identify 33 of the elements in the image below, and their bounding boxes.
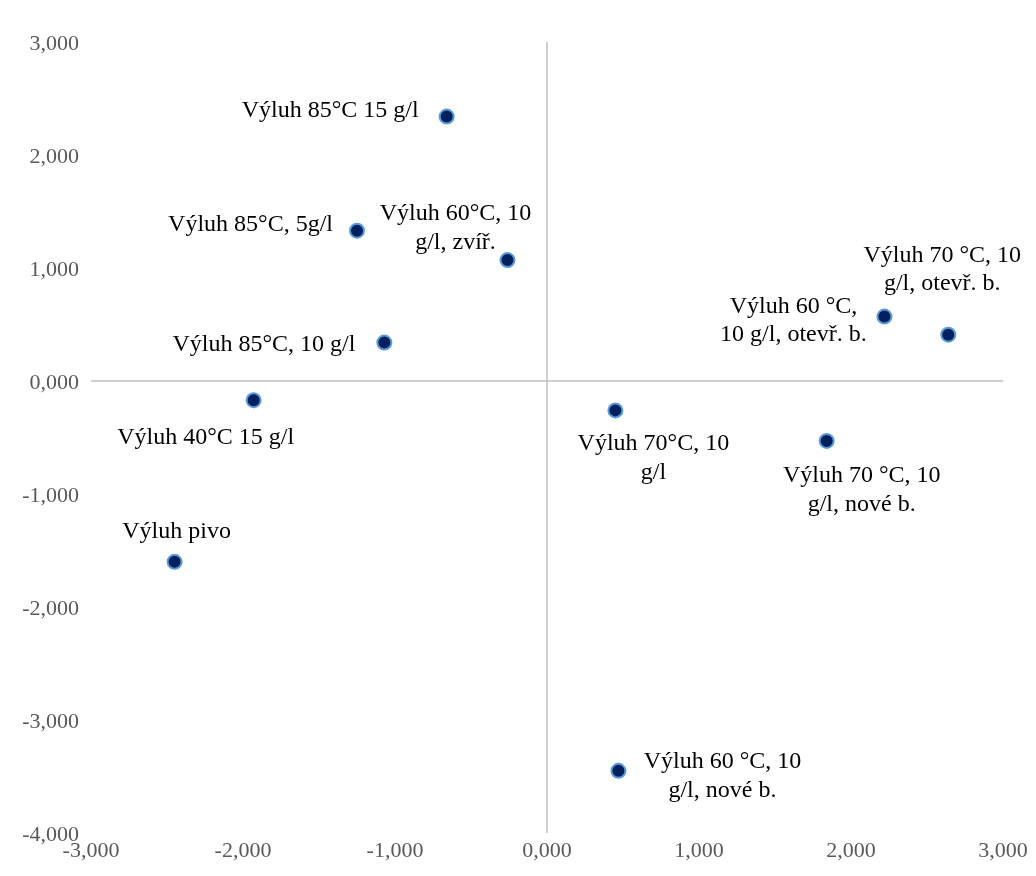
y-tick-label: 0,000 [29, 368, 79, 394]
point [245, 392, 262, 409]
y-tick-label: -1,000 [22, 481, 79, 507]
annotation: Výluh 40°C 15 g/l [117, 422, 295, 449]
annotation: Výluh 60°C, 10 g/l, zvíř. [379, 199, 532, 254]
x-tick-label: 2,000 [826, 837, 876, 862]
point [818, 432, 835, 449]
x-tick-label: 3,000 [978, 837, 1028, 862]
point [376, 334, 393, 351]
point [607, 402, 624, 419]
y-tick-label: -3,000 [22, 707, 79, 733]
annotation: Výluh 85°C 15 g/l [241, 95, 419, 122]
annotation: Výluh 85°C, 10 g/l [172, 329, 356, 356]
annotation: Výluh pivo [122, 517, 231, 544]
point [499, 252, 516, 269]
x-tick-label: 0,000 [522, 837, 572, 862]
annotation: Výluh 70 °C, 10 g/l, nové b. [782, 460, 941, 516]
y-tick-label: 3,000 [29, 29, 79, 55]
point [876, 308, 893, 325]
annotation: Výluh 60 °C, 10 g/l, nové b. [643, 746, 802, 802]
annotation: Výluh 85°C, 5g/l [168, 210, 334, 237]
point [349, 222, 365, 239]
x-tick-label: 1,000 [674, 837, 724, 862]
annotation: Výluh 70°C, 10 g/l [577, 429, 730, 485]
y-tick-label: -2,000 [22, 594, 79, 620]
y-tick-label: 2,000 [29, 142, 79, 168]
x-tick-label: -1,000 [366, 837, 424, 862]
point [438, 108, 455, 125]
point [166, 553, 183, 570]
x-tick-label: -2,000 [214, 837, 272, 862]
point [610, 762, 627, 779]
point [940, 326, 957, 343]
y-tick-label: 1,000 [29, 255, 79, 281]
